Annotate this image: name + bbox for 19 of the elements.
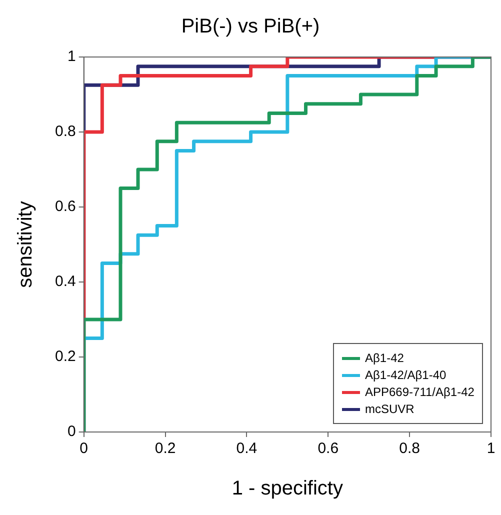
y-tick-label: 0.4 bbox=[54, 273, 76, 290]
x-tick-label: 0.4 bbox=[236, 440, 258, 458]
y-tick-label: 0.2 bbox=[54, 348, 76, 366]
chart-title: PiB(-) vs PiB(+) bbox=[181, 16, 320, 38]
legend-label: Aβ1-42/Aβ1-40 bbox=[365, 368, 446, 382]
x-axis-title: 1 - specificty bbox=[232, 478, 344, 500]
y-tick-label: 0.6 bbox=[54, 198, 76, 216]
x-tick-label: 0 bbox=[80, 440, 88, 458]
y-tick-label: 0 bbox=[68, 423, 76, 440]
x-tick-label: 1 bbox=[486, 440, 496, 458]
x-tick-label: 0.6 bbox=[318, 440, 339, 458]
legend-label: Aβ1-42 bbox=[365, 351, 404, 365]
y-tick-label: 1 bbox=[68, 48, 76, 66]
x-tick-label: 0.2 bbox=[154, 440, 176, 458]
y-axis-title: sensitivity bbox=[14, 201, 37, 288]
x-tick-label: 0.8 bbox=[399, 440, 420, 458]
legend-label: APP669-711/Aβ1-42 bbox=[365, 385, 474, 399]
legend-label: mcSUVR bbox=[365, 402, 414, 416]
y-tick-label: 0.8 bbox=[54, 123, 76, 140]
